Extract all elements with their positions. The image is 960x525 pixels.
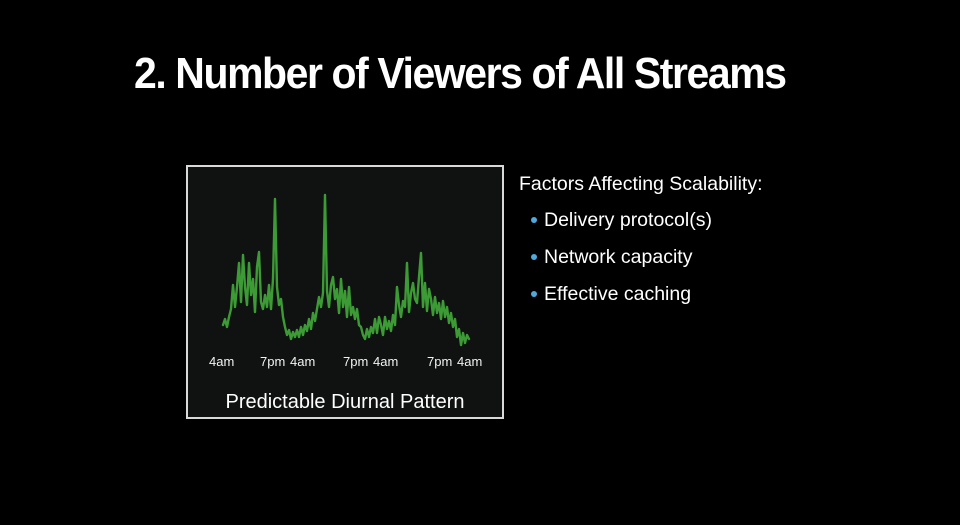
figure-caption: Predictable Diurnal Pattern [225,391,465,413]
slide-title: 2. Number of Viewers of All Streams [134,49,787,98]
list-item: Effective caching [519,276,939,313]
list-item: Delivery protocol(s) [519,202,939,239]
factor-label: Effective caching [544,283,692,305]
x-tick-label: 4am [373,354,398,369]
bullet-icon [531,291,537,297]
x-tick-label: 4am [209,354,234,369]
factor-list: Delivery protocol(s) Network capacity Ef… [519,202,939,313]
factors-panel: Factors Affecting Scalability: Delivery … [519,170,939,313]
bullet-icon [531,254,537,260]
diurnal-pattern-figure: 4am 7pm 4am 7pm 4am 7pm 4am Predictable … [186,165,504,419]
bullet-icon [531,217,537,223]
factors-heading: Factors Affecting Scalability: [519,173,763,195]
x-tick-label: 4am [290,354,315,369]
viewers-series-line [221,193,471,347]
factor-label: Network capacity [544,246,693,268]
x-tick-label: 7pm [427,354,452,369]
list-item: Network capacity [519,239,939,276]
x-tick-label: 7pm [343,354,368,369]
viewers-line-chart: 4am 7pm 4am 7pm 4am 7pm 4am [209,193,482,369]
factor-label: Delivery protocol(s) [544,209,712,231]
x-tick-label: 7pm [260,354,285,369]
x-tick-label: 4am [457,354,482,369]
